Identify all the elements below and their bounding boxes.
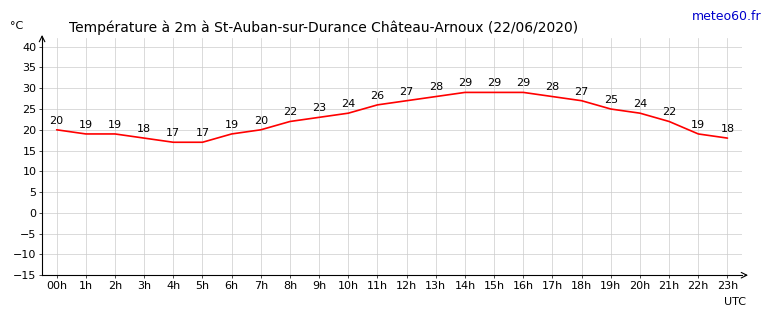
Text: 29: 29 xyxy=(516,78,530,88)
Text: 20: 20 xyxy=(254,116,268,126)
Text: 18: 18 xyxy=(137,124,151,134)
Text: 22: 22 xyxy=(283,107,297,117)
Text: °C: °C xyxy=(10,21,23,31)
Text: 26: 26 xyxy=(370,91,385,101)
Text: 19: 19 xyxy=(692,120,705,130)
Text: 17: 17 xyxy=(195,128,210,138)
Text: 24: 24 xyxy=(633,99,647,109)
Text: 18: 18 xyxy=(721,124,734,134)
Text: 25: 25 xyxy=(604,95,618,105)
Text: 22: 22 xyxy=(662,107,676,117)
Text: 19: 19 xyxy=(225,120,239,130)
Text: 29: 29 xyxy=(457,78,472,88)
Text: 28: 28 xyxy=(545,82,560,92)
Text: 20: 20 xyxy=(50,116,63,126)
Text: 28: 28 xyxy=(428,82,443,92)
Text: 19: 19 xyxy=(79,120,93,130)
Text: 19: 19 xyxy=(108,120,122,130)
Text: 29: 29 xyxy=(487,78,501,88)
Text: 23: 23 xyxy=(312,103,326,113)
Text: 27: 27 xyxy=(399,86,414,97)
Text: 27: 27 xyxy=(575,86,589,97)
Text: meteo60.fr: meteo60.fr xyxy=(692,10,761,23)
Text: 24: 24 xyxy=(341,99,356,109)
Text: UTC: UTC xyxy=(724,297,746,307)
Text: Température à 2m à St-Auban-sur-Durance Château-Arnoux (22/06/2020): Température à 2m à St-Auban-sur-Durance … xyxy=(69,21,578,35)
Text: 17: 17 xyxy=(166,128,181,138)
